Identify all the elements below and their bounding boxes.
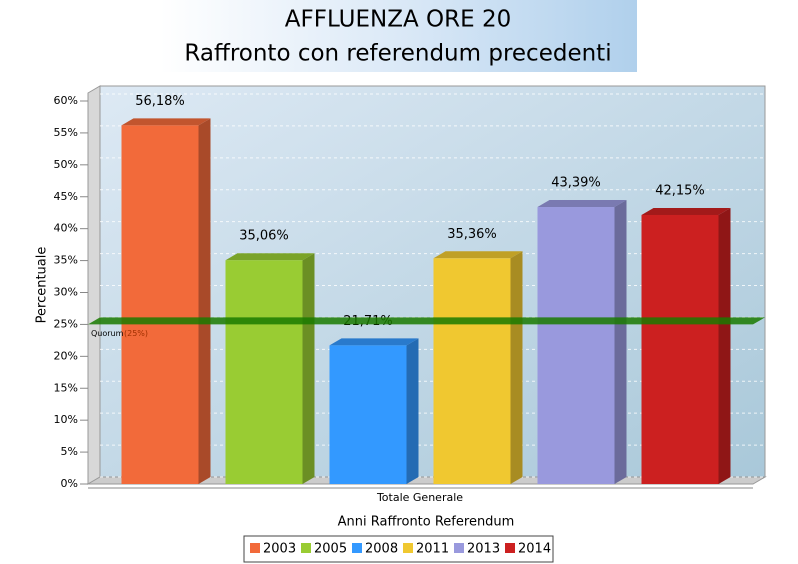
chart-title: AFFLUENZA ORE 20	[285, 7, 511, 33]
legend-swatch	[505, 543, 515, 553]
bar-top	[433, 251, 523, 259]
y-tick-label: 35%	[54, 254, 78, 267]
x-tick-label: Totale Generale	[376, 491, 463, 504]
value-label: 35,06%	[239, 229, 289, 244]
chart-subtitle: Raffronto con referendum precedenti	[184, 41, 611, 67]
y-tick-label: 5%	[61, 445, 78, 458]
legend-swatch	[250, 543, 260, 553]
bar	[329, 345, 407, 484]
value-label: 56,18%	[135, 94, 185, 109]
bar-top	[225, 253, 315, 261]
legend	[243, 535, 554, 563]
bar-side	[406, 338, 419, 484]
legend-swatch	[301, 543, 311, 553]
bar-side	[510, 251, 523, 484]
legend-label: 2013	[467, 542, 500, 557]
value-label: 42,15%	[655, 183, 705, 198]
y-tick-label: 45%	[54, 190, 78, 203]
bar	[225, 260, 303, 484]
y-tick-label: 10%	[54, 413, 78, 426]
quorum-value-label: (25%)	[124, 329, 148, 338]
legend-label: 2014	[518, 542, 551, 557]
legend-label: 2003	[263, 542, 296, 557]
legend-swatch	[403, 543, 413, 553]
y-tick-label: 30%	[54, 286, 78, 299]
legend-swatch	[454, 543, 464, 553]
legend-label: 2008	[365, 542, 398, 557]
bar	[537, 207, 615, 484]
legend-label: 2005	[314, 542, 347, 557]
bar-side	[302, 253, 315, 484]
bar-side	[198, 118, 211, 484]
bar	[433, 258, 511, 484]
quorum-line	[88, 317, 765, 325]
y-tick-label: 55%	[54, 126, 78, 139]
y-tick-label: 20%	[54, 349, 78, 362]
bar-top	[329, 338, 419, 346]
bar	[641, 214, 719, 484]
x-axis-label: Anni Raffronto Referendum	[338, 515, 515, 530]
side-wall	[87, 85, 101, 485]
y-tick-label: 0%	[61, 477, 78, 490]
y-tick-label: 60%	[54, 94, 78, 107]
bar-top	[641, 207, 731, 215]
y-tick-label: 40%	[54, 222, 78, 235]
bar-side	[718, 207, 731, 484]
y-axis-label: Percentuale	[35, 247, 50, 324]
bar	[121, 125, 199, 484]
quorum-label: Quorum	[91, 329, 124, 338]
y-tick-label: 15%	[54, 381, 78, 394]
bar-side	[614, 200, 627, 484]
legend-label: 2011	[416, 542, 449, 557]
value-label: 35,36%	[447, 227, 497, 242]
bar-top	[537, 200, 627, 208]
y-tick-label: 50%	[54, 158, 78, 171]
value-label: 43,39%	[551, 176, 601, 191]
legend-swatch	[352, 543, 362, 553]
bar-top	[121, 118, 211, 126]
title-box	[160, 0, 637, 72]
y-tick-label: 25%	[54, 317, 78, 330]
